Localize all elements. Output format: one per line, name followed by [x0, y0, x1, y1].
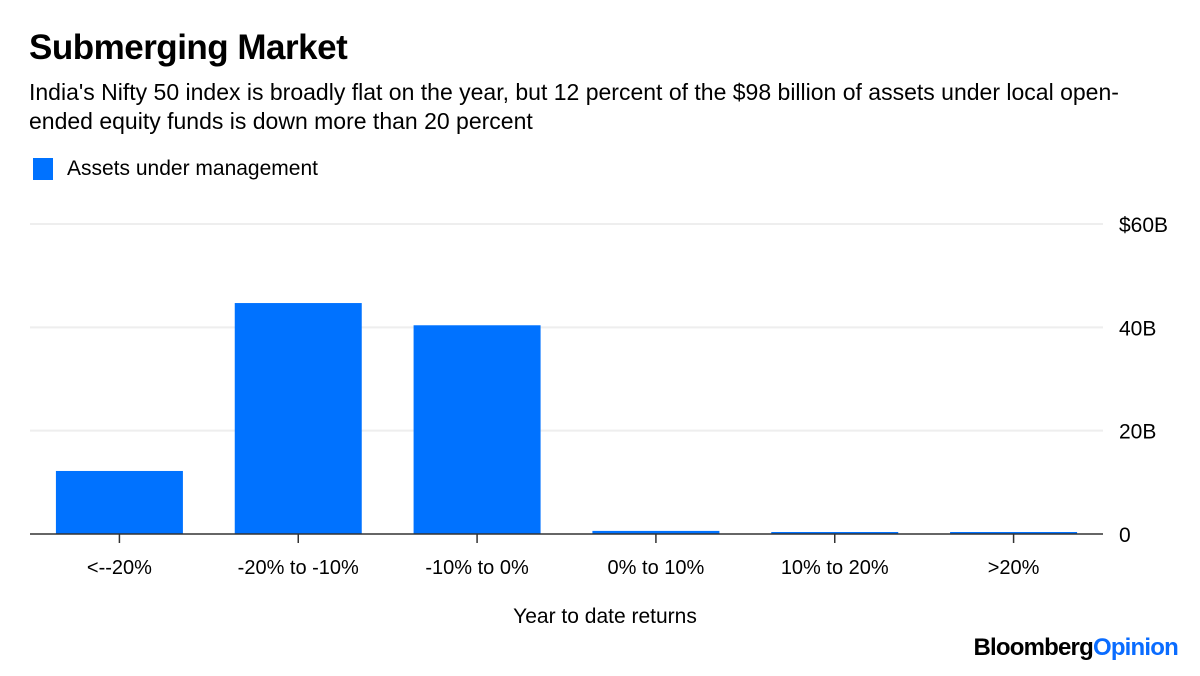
bloomberg-opinion-logo: BloombergOpinion: [973, 634, 1178, 662]
bar: [55, 470, 183, 534]
bar: [592, 530, 720, 534]
y-axis-labels: 0 20B 40B $60B: [1119, 214, 1168, 547]
logo-opinion: Opinion: [1092, 634, 1179, 661]
chart-title: Submerging Market: [29, 28, 348, 67]
x-tick-label: <--20%: [87, 557, 152, 579]
legend: Assets under management: [33, 157, 318, 181]
legend-swatch-assets: [33, 158, 53, 180]
bar: [413, 325, 541, 534]
x-axis-title: Year to date returns: [513, 605, 697, 628]
gridlines: [30, 223, 1103, 432]
x-axis-labels: <--20% -20% to -10% -10% to 0% 0% to 10% 10%…: [87, 557, 1040, 579]
bars: [55, 303, 1078, 534]
y-tick-label: 40B: [1119, 317, 1156, 340]
bar: [771, 532, 899, 534]
x-tick-label: 10% to 20%: [781, 557, 889, 579]
x-tick-label: >20%: [988, 557, 1040, 579]
x-tick-label: 0% to 10%: [608, 557, 705, 579]
logo-brand: Bloomberg: [973, 634, 1093, 661]
y-tick-label: $60B: [1119, 214, 1168, 237]
y-tick-label: 0: [1119, 524, 1131, 547]
x-tick-label: -10% to 0%: [425, 557, 529, 579]
bar: [234, 303, 362, 534]
x-tick-label: -20% to -10%: [238, 557, 359, 579]
legend-label-assets: Assets under management: [67, 157, 318, 180]
y-tick-label: 20B: [1119, 421, 1156, 444]
chart-subtitle: India's Nifty 50 index is broadly flat o…: [29, 79, 1119, 134]
x-axis: [30, 533, 1103, 543]
bar: [950, 532, 1078, 534]
